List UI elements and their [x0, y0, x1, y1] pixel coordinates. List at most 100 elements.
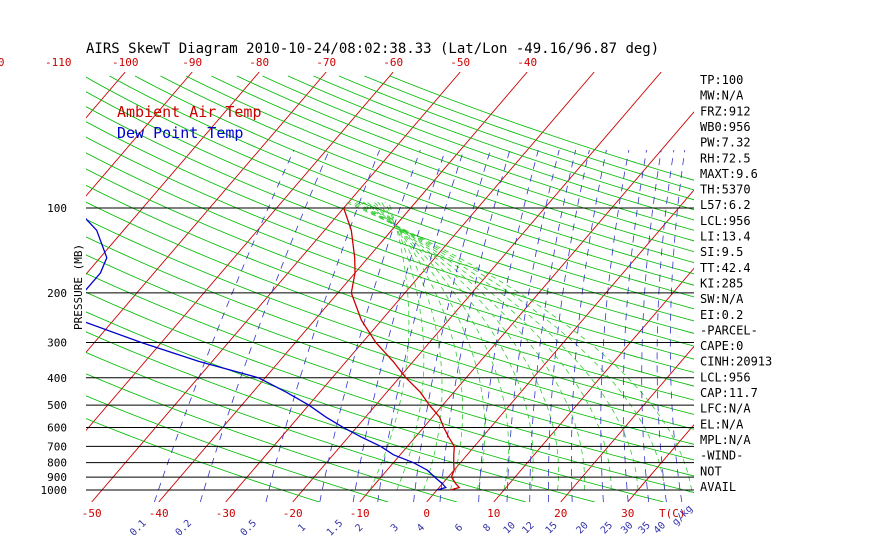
mixing-ratio-tick-label: 8 [481, 522, 493, 534]
isotherm-line [627, 423, 694, 502]
top-temp-tick-label: -60 [383, 56, 403, 69]
top-temp-tick-label: -90 [182, 56, 202, 69]
isotherm-line [359, 111, 694, 502]
dew-point-temp-line [86, 217, 447, 491]
mixing-ratio-line [506, 149, 560, 502]
dry-adiabat-line [86, 291, 694, 493]
pressure-tick-label: 900 [47, 471, 67, 484]
isotherm-line [158, 72, 528, 502]
mixing-ratio-tick-label: 1.5 [325, 518, 346, 539]
top-temp-tick-label: -100 [112, 56, 139, 69]
mixing-ratio-tick-label: 0.5 [239, 518, 260, 539]
index-item: TT:42.4 [700, 261, 751, 275]
mixing-ratio-line [478, 149, 539, 502]
moist-adiabat-line [359, 201, 586, 491]
index-item: NOT [700, 464, 722, 478]
dry-adiabat-line [211, 75, 694, 253]
dry-adiabat-line [160, 75, 694, 275]
bottom-temp-tick-label: 10 [487, 507, 500, 520]
moist-adiabat-line [344, 201, 692, 491]
index-item: PW:7.32 [700, 136, 751, 150]
top-temp-tick-label: -120 [0, 56, 4, 69]
pressure-tick-label: 100 [47, 202, 67, 215]
dry-adiabat-line [86, 418, 320, 502]
bottom-temp-tick-label: -20 [283, 507, 303, 520]
mixing-ratio-tick-label: 0.1 [128, 518, 149, 539]
mixing-ratio-line [600, 149, 630, 502]
bottom-temp-tick-label: 0 [423, 507, 430, 520]
legend-ambient-air-temp: Ambient Air Temp [117, 103, 262, 121]
mixing-ratio-tick-label: 35 [637, 520, 653, 536]
top-temp-tick-label: -110 [45, 56, 72, 69]
top-temp-tick-label: -80 [249, 56, 269, 69]
index-item: EL:N/A [700, 417, 744, 431]
dry-adiabat-line [134, 75, 694, 286]
index-item: WB0:956 [700, 120, 751, 134]
moist-adiabat-line [373, 201, 486, 491]
dry-adiabat-line [185, 75, 694, 264]
dry-adiabat-line [262, 75, 694, 231]
isotherm-line [225, 72, 595, 502]
bottom-temp-tick-label: 20 [554, 507, 567, 520]
moist-adiabat-line [377, 201, 464, 491]
dry-adiabat-line [364, 75, 694, 191]
mixing-ratio-tick-label: 40 [652, 520, 668, 536]
dry-adiabat-line [86, 218, 694, 430]
dry-adiabat-line [86, 395, 389, 502]
pressure-tick-label: 200 [47, 287, 67, 300]
pressure-tick-label: 400 [47, 372, 67, 385]
index-item: CINH:20913 [700, 355, 772, 369]
mixing-ratio-tick-label: 2 [353, 522, 365, 534]
isotherm-line [493, 267, 694, 502]
chart-title: AIRS SkewT Diagram 2010-10-24/08:02:38.3… [86, 41, 659, 57]
index-item: RH:72.5 [700, 151, 751, 165]
dry-adiabat-line [389, 75, 694, 181]
mixing-ratio-tick-label: 15 [544, 520, 560, 536]
top-temp-tick-label: -70 [316, 56, 336, 69]
mixing-ratio-line [352, 149, 446, 502]
isotherm-line [86, 72, 260, 275]
moist-adiabat-line [384, 201, 425, 491]
dry-adiabat-line [86, 272, 694, 477]
dry-adiabat-line [338, 75, 694, 201]
mixing-ratio-line [529, 149, 577, 502]
isotherm-line [426, 189, 694, 502]
dry-adiabat-line [86, 121, 694, 347]
index-item: TP:100 [700, 73, 743, 87]
dry-adiabat-line [287, 75, 694, 221]
mixing-ratio-line [548, 149, 590, 502]
mixing-ratio-tick-label: 25 [599, 520, 615, 536]
index-item: TH:5370 [700, 183, 751, 197]
pressure-tick-label: 700 [47, 440, 67, 453]
dry-adiabat-line [86, 373, 458, 502]
mixing-ratio-tick-label: 6 [453, 522, 465, 534]
dry-adiabat-line [109, 75, 694, 298]
index-item: LI:13.4 [700, 230, 751, 244]
moist-adiabat-line [355, 201, 612, 491]
mixing-ratio-line [623, 149, 647, 502]
dry-adiabat-line [86, 352, 527, 502]
index-item: LCL:956 [700, 370, 751, 384]
mixing-ratio-tick-label: 30 [619, 520, 635, 536]
bottom-temp-tick-label: -30 [216, 507, 236, 520]
top-temp-tick-label: -50 [450, 56, 470, 69]
index-item: CAP:11.7 [700, 386, 758, 400]
isotherm-line [560, 345, 694, 502]
index-item: FRZ:912 [700, 104, 751, 118]
mixing-ratio-line [199, 149, 330, 502]
index-item: MAXT:9.6 [700, 167, 758, 181]
legend-dew-point-temp: Dew Point Temp [117, 124, 243, 142]
isotherm-line [86, 72, 193, 197]
moist-adiabat-line [366, 201, 534, 491]
y-axis-label: PRESSURE (MB) [72, 244, 85, 330]
dry-adiabat-line [86, 91, 694, 322]
index-item: EI:0.2 [700, 308, 743, 322]
isotherm-line [762, 72, 870, 502]
index-item: LFC:N/A [700, 402, 751, 416]
dry-adiabat-line [86, 76, 694, 310]
moist-adiabat-line [370, 201, 509, 491]
pressure-tick-label: 800 [47, 457, 67, 470]
index-item: L57:6.2 [700, 198, 751, 212]
mixing-ratio-line [154, 149, 295, 502]
